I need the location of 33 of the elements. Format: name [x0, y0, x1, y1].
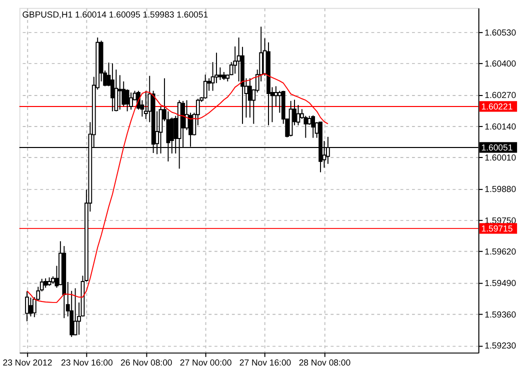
y-tick-label: 1.59490 [484, 278, 516, 288]
candlestick [218, 66, 222, 80]
x-tick-label: 28 Nov 08:00 [298, 358, 351, 368]
candlestick [311, 114, 316, 138]
y-tick-label: 1.60270 [484, 90, 516, 100]
x-tick-label: 27 Nov 00:00 [180, 358, 232, 368]
candlestick [248, 78, 252, 118]
candlestick [25, 290, 29, 322]
chart-title: GBPUSD,H1 1.60014 1.60095 1.59983 1.60051 [22, 10, 208, 20]
y-tick-label: 1.60010 [484, 152, 516, 163]
ref-line-label: 1.60221 [481, 101, 513, 112]
y-tick-label: 1.59750 [484, 215, 516, 226]
y-tick-label: 1.59880 [484, 184, 516, 194]
y-tick-label: 1.60400 [484, 58, 516, 69]
y-tick-label: 1.60140 [484, 121, 516, 132]
candlestick [129, 92, 133, 110]
ref-line-label: 1.60051 [481, 142, 513, 152]
x-tick-label: 23 Nov 16:00 [61, 358, 113, 368]
ref-line-label: 1.59715 [481, 223, 513, 234]
x-tick-label: 23 Nov 2012 [2, 358, 52, 368]
candlestick [203, 74, 208, 100]
y-tick-label: 1.60530 [484, 27, 516, 38]
x-tick-label: 26 Nov 08:00 [120, 358, 172, 368]
candlestick [110, 62, 114, 112]
y-tick-label: 1.59620 [484, 246, 516, 257]
y-tick-label: 1.59230 [484, 340, 516, 351]
y-tick-label: 1.59360 [484, 309, 516, 320]
candlestick [125, 88, 130, 112]
candlestick [44, 278, 48, 288]
candlestick [28, 297, 33, 317]
candlestick [118, 74, 122, 110]
candlestick [274, 86, 278, 107]
x-tick-label: 27 Nov 16:00 [239, 358, 292, 368]
